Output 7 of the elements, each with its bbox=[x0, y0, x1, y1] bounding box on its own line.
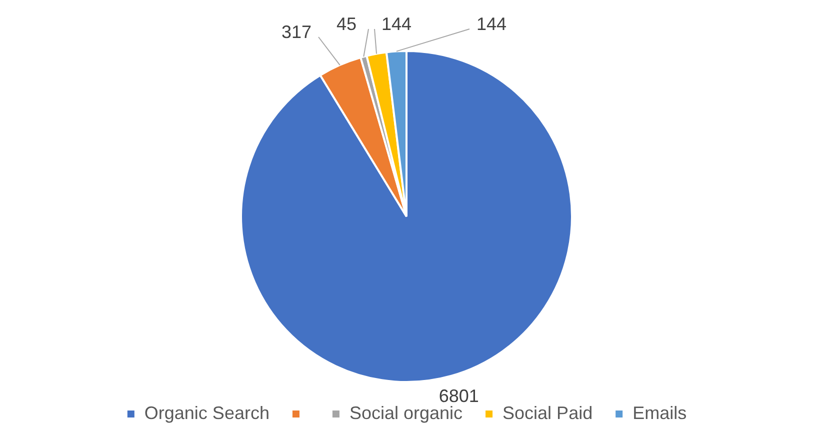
legend-label: Emails bbox=[632, 402, 687, 423]
data-label: 144 bbox=[476, 14, 507, 34]
data-label: 317 bbox=[281, 22, 312, 42]
data-label: 45 bbox=[336, 14, 357, 34]
data-label: 144 bbox=[381, 14, 412, 34]
legend-label: Social Paid bbox=[502, 402, 593, 423]
legend-label: Organic Search bbox=[144, 402, 270, 423]
